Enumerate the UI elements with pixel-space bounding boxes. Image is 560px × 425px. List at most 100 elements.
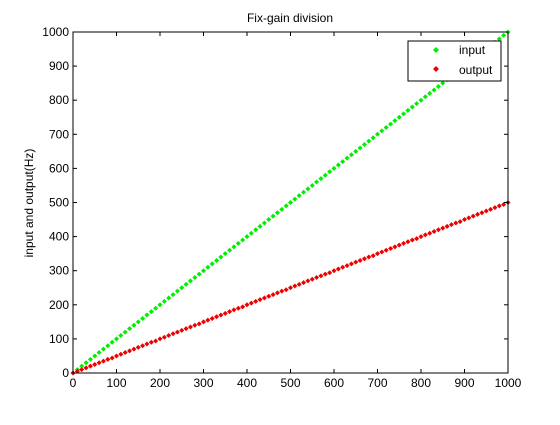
output-point [375,251,380,257]
input-point [218,254,224,260]
input-point [370,135,376,141]
y-tick-label: 700 [49,127,69,141]
output-point [292,283,298,289]
output-point [127,348,133,354]
input-point [392,118,398,124]
y-tick-label: 800 [49,93,69,107]
output-point [153,338,159,344]
output-point [235,305,241,311]
input-point [383,124,389,130]
input-point [179,285,185,291]
input-point [422,94,428,100]
input-point [140,315,146,321]
output-point [257,297,263,303]
output-point [496,203,502,209]
input-point [109,339,115,345]
input-point [105,343,111,349]
input-point [414,101,420,107]
y-tick-label: 1000 [42,25,69,39]
input-point [244,234,250,240]
legend-marker-output [433,66,439,72]
output-point [79,367,85,373]
input-point [183,281,189,287]
output-point [253,298,259,304]
output-point [218,312,224,318]
output-point [96,360,102,366]
output-point [109,355,115,361]
input-point [314,179,320,185]
input-point [161,298,167,304]
output-point [279,288,285,294]
output-point [448,222,454,228]
output-point [266,293,272,299]
output-point [370,253,376,259]
output-point [314,275,320,281]
output-point [388,246,394,252]
input-point [122,329,128,335]
output-point [435,227,441,233]
y-tick-label: 400 [49,230,69,244]
input-point [348,152,354,158]
input-point [222,251,228,257]
output-point [392,244,398,250]
output-point [83,365,89,371]
output-point [322,271,328,277]
output-point [327,270,333,276]
input-point [309,182,315,188]
input-point [435,84,441,90]
output-point [318,273,324,279]
x-tick-label: 200 [150,376,170,390]
output-point [431,228,437,234]
x-tick-label: 1000 [495,376,522,390]
input-point [388,121,394,127]
input-point [157,302,163,308]
input-point [118,332,124,338]
y-tick-label: 900 [49,59,69,73]
input-point [296,193,302,199]
input-point [100,346,106,352]
input-point [353,148,359,154]
input-point [79,363,85,369]
input-point [201,268,206,274]
input-point [209,261,215,267]
input-point [235,240,241,246]
output-point [414,236,420,242]
legend-label-output: output [459,63,493,77]
output-point [357,257,363,263]
output-point [283,287,289,293]
input-point [396,114,402,120]
output-point [274,290,280,296]
output-point [340,264,346,270]
output-point [361,256,367,262]
x-tick-label: 0 [70,376,77,390]
output-point [92,361,98,367]
input-point [92,353,98,359]
output-point [383,247,389,253]
input-point [279,206,285,212]
output-point [440,225,446,231]
input-point [248,230,254,236]
input-point [192,275,198,281]
output-point [227,309,233,315]
output-point [231,307,237,313]
output-point [214,314,220,320]
input-point [127,326,133,332]
y-axis-label: input and output(Hz) [22,149,36,258]
output-point [353,259,359,265]
y-tick-label: 600 [49,161,69,175]
output-point [427,230,433,236]
input-point [274,210,280,216]
input-point [144,312,150,318]
x-tick-label: 700 [367,376,387,390]
output-point [409,237,415,243]
output-point [401,240,407,246]
input-point [305,186,311,192]
output-point [488,206,494,212]
chart-title: Fix-gain division [247,11,333,25]
input-point [440,80,446,86]
input-point [344,155,350,161]
input-point [496,36,502,42]
input-point [270,213,276,219]
input-point [257,223,263,229]
output-point [309,276,315,282]
